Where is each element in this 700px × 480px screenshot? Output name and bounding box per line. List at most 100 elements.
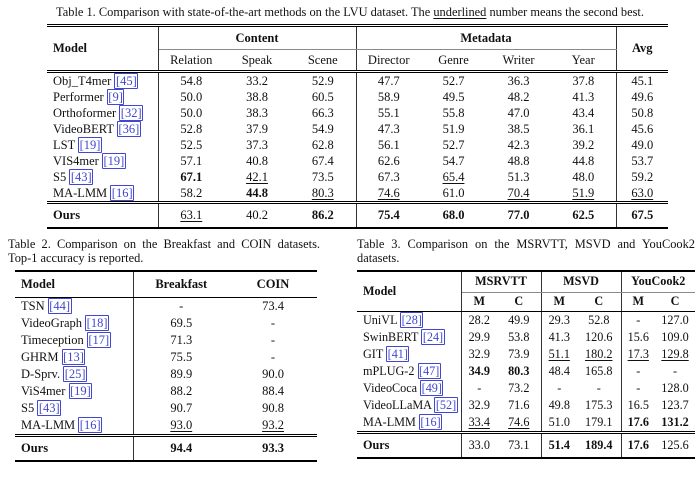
model-cell: UniVL [28]: [357, 311, 462, 329]
column-header-model: Model: [47, 24, 159, 73]
model-cell: MA-LMM [16]: [15, 416, 134, 436]
column-header-genre: Genre: [421, 49, 486, 73]
citation-link[interactable]: [13]: [61, 348, 86, 365]
model-name: VIS4mer: [53, 153, 99, 168]
value-cell: 70.4: [507, 185, 530, 200]
citation-link[interactable]: [24]: [421, 328, 445, 345]
value-cell: 73.9: [508, 346, 530, 361]
citation-link[interactable]: [16]: [78, 416, 103, 433]
table-row: Timeception [17] 71.3 -: [15, 331, 317, 349]
value-cell: 109.0: [661, 329, 689, 344]
citation-link[interactable]: [28]: [400, 311, 424, 328]
column-header-msrvtt-m: M: [461, 292, 497, 312]
model-cell: D-Sprv. [25]: [15, 365, 134, 383]
ours-row: Ours 94.4 93.3: [15, 433, 317, 462]
citation-link[interactable]: [32]: [119, 105, 144, 121]
model-cell: S5 [43]: [15, 399, 134, 417]
value-cell: 16.5: [620, 396, 656, 414]
table-row: VIS4mer [19] 57.1 40.8 67.4 62.6 54.7 48.8 44.8…: [47, 153, 668, 169]
citation-link[interactable]: [17]: [86, 331, 111, 348]
value-cell: 39.2: [572, 137, 595, 152]
model-cell: VIS4mer [19]: [47, 153, 159, 169]
citation-link[interactable]: [19]: [68, 382, 93, 399]
citation-link[interactable]: [36]: [116, 121, 141, 137]
value-cell: 128.0: [661, 380, 689, 395]
model-cell: Ours: [15, 433, 134, 462]
value-cell: 61.0: [442, 185, 465, 200]
value-cell: 93.0: [170, 417, 193, 432]
citation-link[interactable]: [18]: [85, 314, 109, 331]
value-cell: -: [620, 379, 656, 397]
value-cell: 93.3: [229, 433, 317, 462]
citation-link[interactable]: [16]: [418, 413, 443, 430]
citation-link[interactable]: [25]: [63, 365, 88, 382]
citation-link[interactable]: [47]: [417, 362, 441, 379]
value-cell: 41.3: [572, 89, 595, 104]
value-cell: 38.5: [507, 121, 530, 136]
citation-link[interactable]: [45]: [114, 72, 139, 89]
citation-link[interactable]: [43]: [69, 169, 94, 185]
value-cell: 52.9: [311, 73, 334, 88]
table1-lvu-comparison: Model Content Metadata Avg Relation Spea…: [47, 24, 668, 229]
value-cell: 89.9: [170, 366, 193, 381]
column-header-scene: Scene: [290, 49, 356, 73]
model-name: Timeception: [21, 332, 84, 347]
value-cell: 51.3: [507, 169, 530, 184]
table2-body: TSN [44] -73.4 VideoGraph [18] 69.5- Timecep…: [15, 297, 317, 462]
citation-link[interactable]: [41]: [386, 345, 410, 362]
value-cell: 52.8: [180, 121, 203, 136]
value-cell: 67.3: [355, 169, 421, 185]
citation-link[interactable]: [52]: [434, 396, 458, 413]
value-cell: -: [596, 380, 601, 395]
value-cell: 37.9: [246, 121, 268, 136]
value-cell: 88.4: [262, 383, 284, 398]
value-cell: 66.3: [311, 105, 334, 120]
model-cell: Performer [9]: [47, 89, 159, 105]
citation-link[interactable]: [44]: [47, 297, 72, 314]
value-cell: 127.0: [661, 312, 689, 327]
table-row: GHRM [13] 75.5 -: [15, 348, 317, 366]
value-cell: 90.0: [262, 366, 284, 381]
value-cell: 17.6: [620, 413, 656, 433]
value-cell: 120.6: [585, 329, 613, 344]
value-cell: 48.4: [540, 362, 577, 380]
citation-link[interactable]: [19]: [101, 153, 126, 169]
value-cell: 49.5: [442, 89, 465, 104]
table-row: VideoGraph [18] 69.5 -: [15, 314, 317, 332]
model-name: GIT: [363, 346, 384, 361]
value-cell: 75.4: [355, 201, 421, 229]
citation-link[interactable]: [49]: [420, 379, 444, 396]
value-cell: 51.1: [540, 345, 577, 363]
value-cell: 67.4: [311, 153, 334, 168]
value-cell: 53.8: [508, 329, 530, 344]
model-cell: GIT [41]: [357, 345, 462, 363]
citation-link[interactable]: [9]: [106, 89, 125, 105]
table3-section: Table 3. Comparison on the MSRVTT, MSVD …: [357, 237, 696, 459]
value-cell: 54.8: [180, 73, 203, 88]
value-cell: -: [179, 298, 184, 313]
table-row: ViS4mer [19] 88.2 88.4: [15, 382, 317, 400]
citation-link[interactable]: [43]: [37, 399, 62, 416]
value-cell: 36.3: [507, 73, 530, 88]
model-name: Performer: [53, 89, 104, 104]
column-header-breakfast: Breakfast: [133, 269, 229, 298]
table2-breakfast-coin-comparison: Model Breakfast COIN TSN [44] -73.4 VideoG…: [15, 269, 317, 462]
value-cell: 80.3: [311, 185, 334, 200]
citation-link[interactable]: [19]: [78, 137, 102, 153]
table3-caption: Table 3. Comparison on the MSRVTT, MSVD …: [357, 237, 695, 265]
value-cell: 67.1: [180, 169, 203, 184]
value-cell: 74.6: [508, 414, 530, 429]
value-cell: 33.2: [246, 73, 268, 88]
model-name: SwinBERT: [363, 329, 419, 344]
value-cell: 44.8: [246, 185, 268, 200]
value-cell: 51.9: [442, 121, 465, 136]
column-group-content: Content: [158, 24, 356, 50]
value-cell: 33.0: [461, 430, 497, 459]
value-cell: 50.0: [180, 89, 203, 104]
value-cell: 71.3: [170, 332, 193, 347]
value-cell: 42.1: [246, 169, 268, 184]
column-header-coin: COIN: [229, 269, 317, 298]
value-cell: 57.1: [180, 153, 203, 168]
citation-link[interactable]: [16]: [110, 185, 135, 201]
model-name: UniVL: [363, 312, 398, 327]
